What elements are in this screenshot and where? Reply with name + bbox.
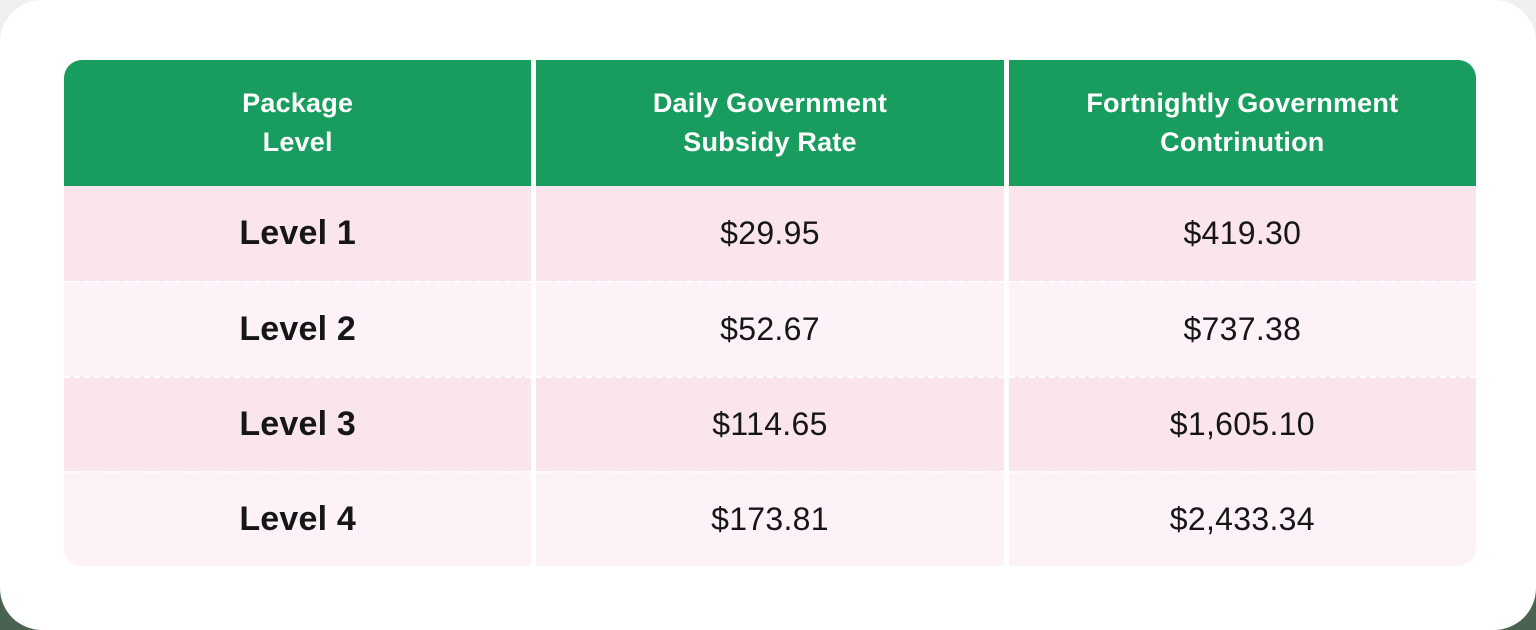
header-line: Level (262, 127, 333, 157)
cell-level-2-label: Level 2 (64, 281, 532, 376)
cell-level-2-fortnightly: $737.38 (1008, 281, 1476, 376)
cell-level-3-fortnightly: $1,605.10 (1008, 376, 1476, 471)
header-daily-subsidy-rate: Daily Government Subsidy Rate (536, 60, 1004, 186)
cell-level-1-label: Level 1 (64, 186, 532, 281)
header-line: Contrinution (1160, 127, 1325, 157)
header-line: Subsidy Rate (683, 127, 857, 157)
header-line: Daily Government (652, 87, 888, 118)
subsidy-table: Package Level Daily Government Subsidy R… (64, 60, 1476, 566)
cell-level-2-daily-rate: $52.67 (536, 281, 1004, 376)
cell-level-4-fortnightly: $2,433.34 (1008, 471, 1476, 566)
header-fortnightly-contribution: Fortnightly Government Contrinution (1008, 60, 1476, 186)
header-line: Fortnightly Government (1086, 87, 1399, 118)
cell-level-1-fortnightly: $419.30 (1008, 186, 1476, 281)
header-package-level: Package Level (64, 60, 532, 186)
cell-level-4-daily-rate: $173.81 (536, 471, 1004, 566)
header-line: Package (242, 87, 354, 118)
cell-level-4-label: Level 4 (64, 471, 532, 566)
cell-level-3-daily-rate: $114.65 (536, 376, 1004, 471)
cell-level-3-label: Level 3 (64, 376, 532, 471)
cell-level-1-daily-rate: $29.95 (536, 186, 1004, 281)
